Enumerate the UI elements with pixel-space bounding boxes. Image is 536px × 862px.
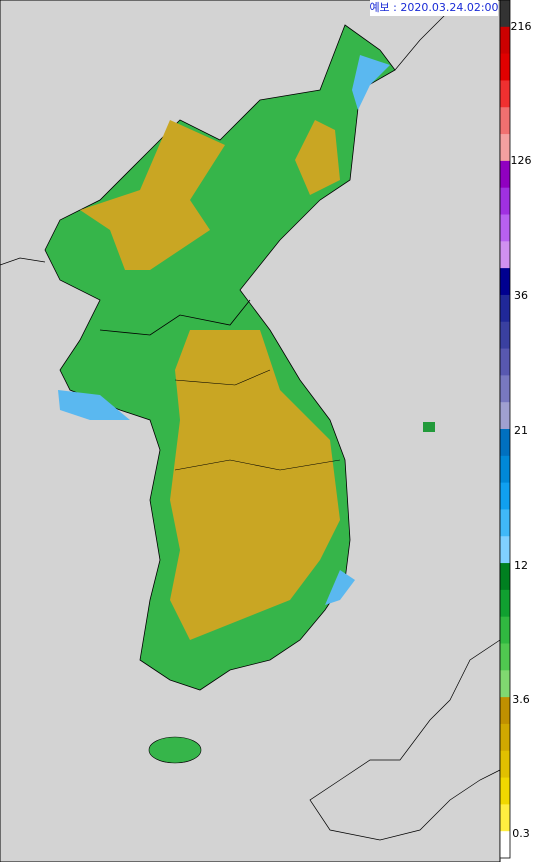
colorbar-swatch [500,80,510,108]
colorbar-swatch [500,402,510,430]
china-coast [0,257,46,266]
province-line [174,459,341,471]
colorbar-swatch [500,241,510,269]
colorbar-swatch [500,455,510,484]
colorbar-swatch [500,107,510,135]
colorbar-label: 216 [511,20,532,33]
colorbar-frame [499,0,511,859]
wet-area-southeast [325,570,355,605]
colorbar-swatch [500,134,510,162]
colorbar-swatch [500,536,510,564]
wet-area-northeast [352,55,390,110]
colorbar-label: 126 [511,154,532,167]
dry-area-south [170,330,340,640]
colorbar-swatch [500,616,510,644]
province-line-2 [174,369,271,386]
ulleung-island [423,422,435,432]
colorbar-swatch [500,160,510,189]
colorbar-label: 21 [514,424,528,437]
colorbar-swatch [500,750,510,779]
forecast-time: 예보 : 2020.03.24.02:00 [369,1,498,14]
colorbar-swatch [500,26,510,55]
colorbar-label: 0.3 [512,827,530,840]
colorbar-swatch [500,294,510,323]
colorbar-swatch [500,53,510,81]
colorbar-label: 12 [514,559,528,572]
colorbar-swatch [500,375,510,403]
colorbar-swatch [500,214,510,242]
colorbar-swatch [500,429,510,457]
wet-area-west [58,390,130,420]
colorbar-swatch [500,804,510,832]
colorbar-swatch [500,509,510,537]
colorbar-swatch [500,777,510,805]
colorbar-label: 36 [514,289,528,302]
colorbar-swatch [500,0,510,28]
colorbar-swatch [500,321,510,350]
colorbar-swatch [500,589,510,618]
colorbar-swatch [500,723,510,752]
border-line [99,299,251,336]
colorbar-swatch [500,670,510,698]
colorbar-swatch [500,643,510,671]
colorbar-label: 3.6 [512,693,530,706]
colorbar-swatch [500,563,510,591]
colorbar-swatch [500,831,510,859]
japan-coast [309,639,501,841]
dry-area-northeast [295,120,340,195]
colorbar-swatch [500,187,510,215]
jeju-island [148,736,202,764]
colorbar: 216 126 36 21 12 3.6 0.3 [499,0,532,859]
colorbar-swatch [500,482,510,510]
dry-area-north [80,120,225,270]
colorbar-swatch [500,268,510,296]
header-box [370,0,498,16]
colorbar-swatch [500,348,510,376]
colorbar-swatch [500,697,510,725]
